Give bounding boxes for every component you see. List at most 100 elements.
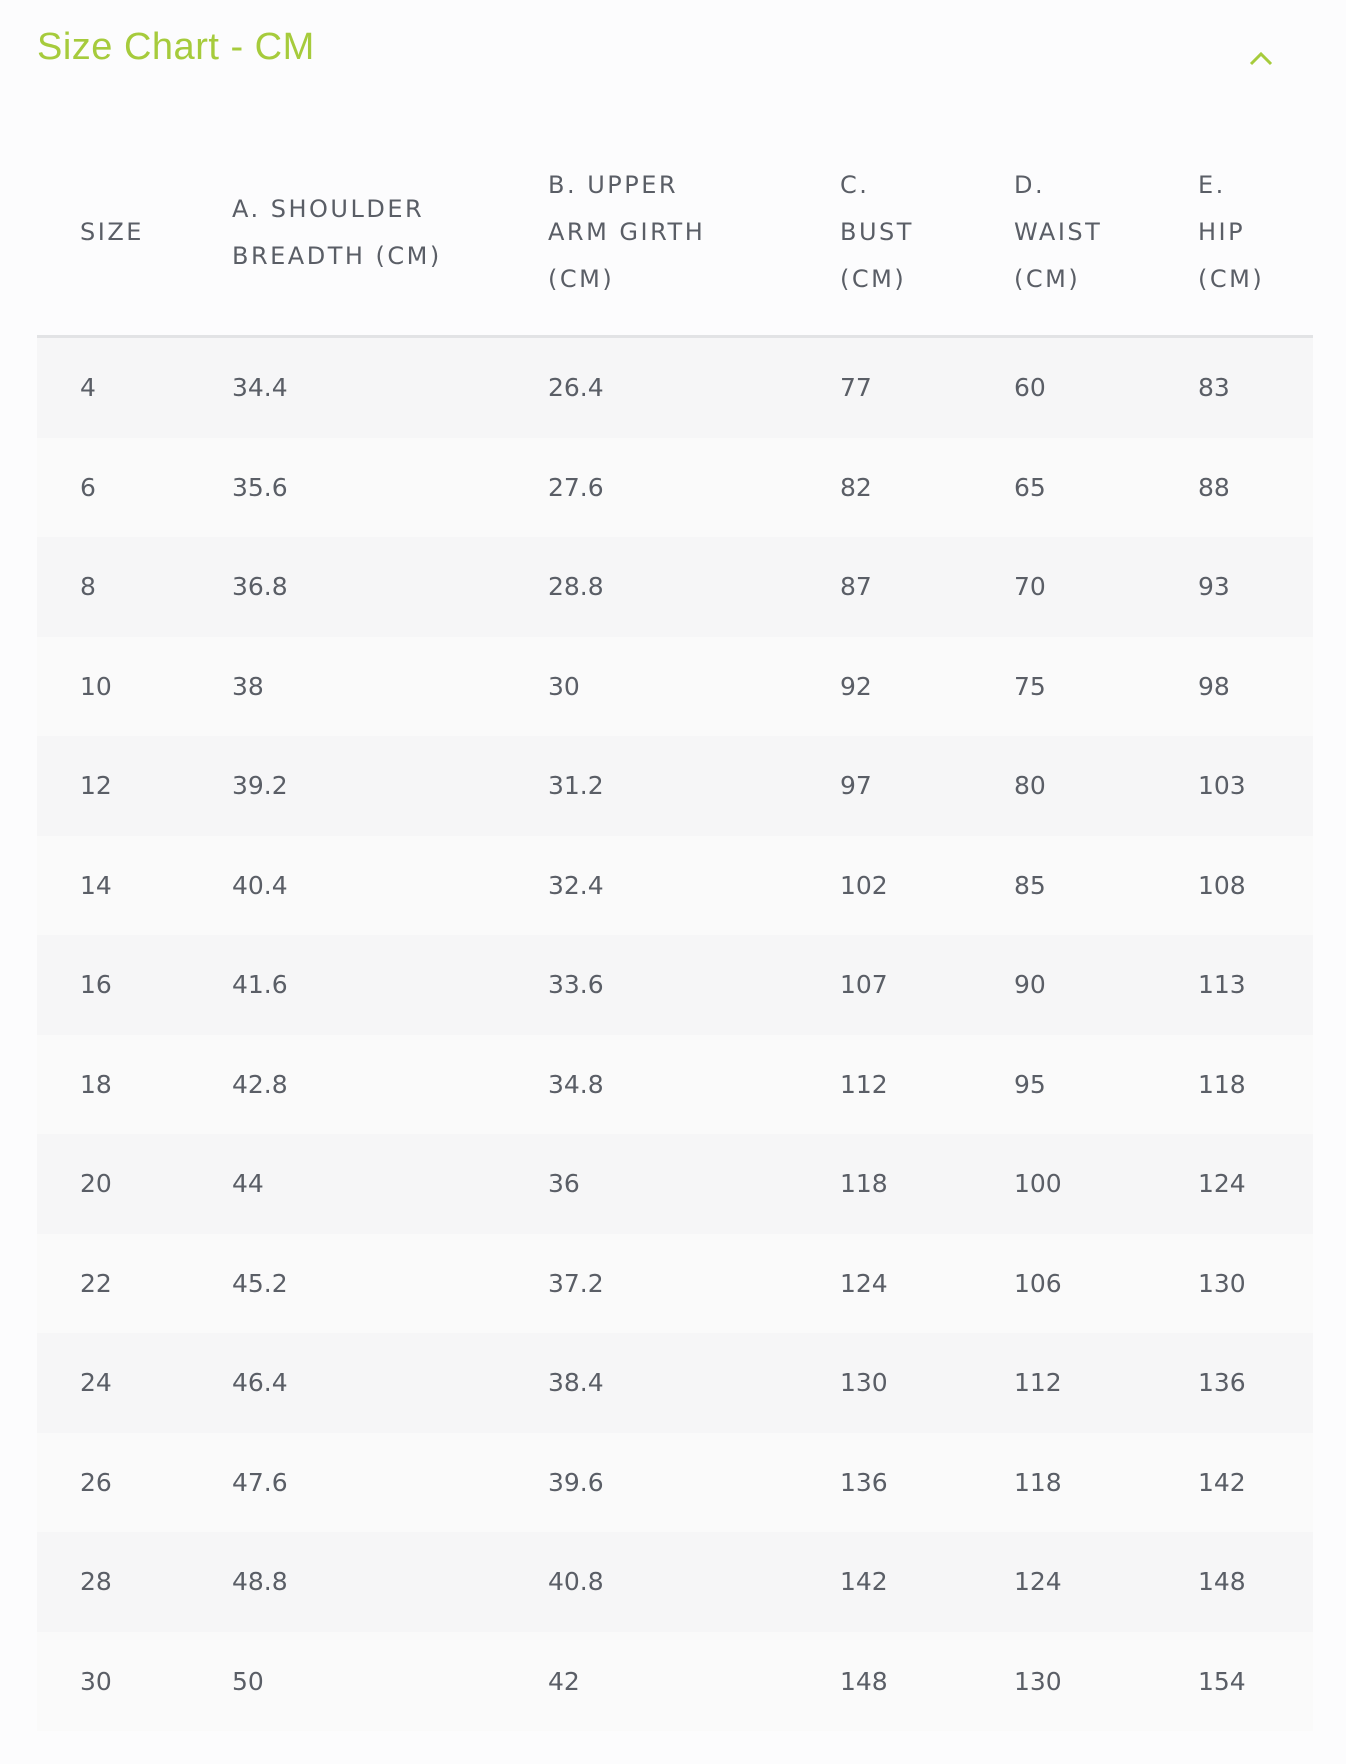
table-cell: 28.8 [548,537,840,637]
table-cell: 103 [1198,736,1313,836]
table-cell: 75 [1014,636,1198,736]
table-cell: 47.6 [232,1432,548,1532]
table-cell: 34.8 [548,1034,840,1134]
table-cell: 148 [1198,1532,1313,1632]
table-cell: 27.6 [548,437,840,537]
table-cell: 87 [840,537,1014,637]
table-cell: 124 [1198,1134,1313,1234]
table-row: 20 44 36 118 100 124 [37,1134,1313,1234]
chevron-up-icon[interactable] [1243,40,1279,76]
column-header-line: (CM) [840,265,907,293]
table-row: 6 35.6 27.6 82 65 88 [37,437,1313,537]
table-cell: 30 [37,1631,232,1731]
table-cell: 106 [1014,1233,1198,1333]
table-cell: 92 [840,636,1014,736]
column-header: C. BUST (CM) [840,130,1014,338]
size-chart-header[interactable]: Size Chart - CM [37,18,1313,88]
table-cell: 100 [1014,1134,1198,1234]
column-header-line: (CM) [1014,265,1081,293]
column-header: D. WAIST (CM) [1014,130,1198,338]
table-cell: 136 [1198,1333,1313,1433]
table-cell: 14 [37,835,232,935]
table-cell: 34.4 [232,336,548,438]
table-cell: 12 [37,736,232,836]
table-cell: 38.4 [548,1333,840,1433]
table-cell: 16 [37,935,232,1035]
table-cell: 83 [1198,336,1313,438]
table-cell: 41.6 [232,935,548,1035]
table-cell: 93 [1198,537,1313,637]
table-cell: 148 [840,1631,1014,1731]
table-cell: 112 [1014,1333,1198,1433]
table-cell: 118 [1014,1432,1198,1532]
column-header-line: SIZE [80,218,144,246]
table-cell: 26 [37,1432,232,1532]
column-header: A. SHOULDER BREADTH (CM) [232,130,548,338]
table-cell: 33.6 [548,935,840,1035]
table-cell: 6 [37,437,232,537]
table-cell: 42.8 [232,1034,548,1134]
column-header: SIZE [37,130,232,338]
size-table: SIZE A. SHOULDER BREADTH (CM) B. UPPER ARM G… [37,130,1313,1731]
table-cell: 22 [37,1233,232,1333]
table-cell: 95 [1014,1034,1198,1134]
column-header-line: (CM) [548,265,615,293]
column-header: B. UPPER ARM GIRTH (CM) [548,130,840,338]
table-cell: 102 [840,835,1014,935]
table-cell: 70 [1014,537,1198,637]
table-cell: 48.8 [232,1532,548,1632]
column-header-line: (CM) [1198,265,1265,293]
table-cell: 112 [840,1034,1014,1134]
table-cell: 107 [840,935,1014,1035]
table-cell: 4 [37,336,232,438]
column-header-line: D. [1014,171,1046,199]
table-cell: 85 [1014,835,1198,935]
table-row: 4 34.4 26.4 77 60 83 [37,336,1313,438]
table-row: 8 36.8 28.8 87 70 93 [37,537,1313,637]
table-cell: 31.2 [548,736,840,836]
table-cell: 118 [840,1134,1014,1234]
table-row: 14 40.4 32.4 102 85 108 [37,835,1313,935]
table-cell: 32.4 [548,835,840,935]
table-cell: 18 [37,1034,232,1134]
table-cell: 26.4 [548,336,840,438]
table-cell: 88 [1198,437,1313,537]
table-cell: 77 [840,336,1014,438]
table-cell: 36.8 [232,537,548,637]
table-row: 30 50 42 148 130 154 [37,1631,1313,1731]
table-cell: 130 [1198,1233,1313,1333]
table-cell: 42 [548,1631,840,1731]
table-cell: 97 [840,736,1014,836]
table-cell: 50 [232,1631,548,1731]
table-row: 16 41.6 33.6 107 90 113 [37,935,1313,1035]
column-header-line: HIP [1198,218,1246,246]
table-cell: 142 [840,1532,1014,1632]
table-cell: 142 [1198,1432,1313,1532]
table-row: 28 48.8 40.8 142 124 148 [37,1532,1313,1632]
table-cell: 90 [1014,935,1198,1035]
table-cell: 44 [232,1134,548,1234]
table-cell: 113 [1198,935,1313,1035]
table-cell: 124 [1014,1532,1198,1632]
table-cell: 98 [1198,636,1313,736]
table-cell: 36 [548,1134,840,1234]
table-cell: 24 [37,1333,232,1433]
table-cell: 40.8 [548,1532,840,1632]
table-cell: 45.2 [232,1233,548,1333]
column-header-line: ARM GIRTH [548,218,706,246]
table-row: 10 38 30 92 75 98 [37,636,1313,736]
column-header-line: E. [1198,171,1226,199]
column-header-line: WAIST [1014,218,1103,246]
table-cell: 30 [548,636,840,736]
table-cell: 82 [840,437,1014,537]
table-cell: 10 [37,636,232,736]
table-cell: 39.2 [232,736,548,836]
table-cell: 37.2 [548,1233,840,1333]
table-cell: 46.4 [232,1333,548,1433]
column-header-line: A. SHOULDER [232,194,425,223]
column-header: E. HIP (CM) [1198,130,1313,338]
table-cell: 20 [37,1134,232,1234]
column-header-line: BREADTH (CM) [232,241,442,270]
table-cell: 130 [1014,1631,1198,1731]
table-cell: 80 [1014,736,1198,836]
